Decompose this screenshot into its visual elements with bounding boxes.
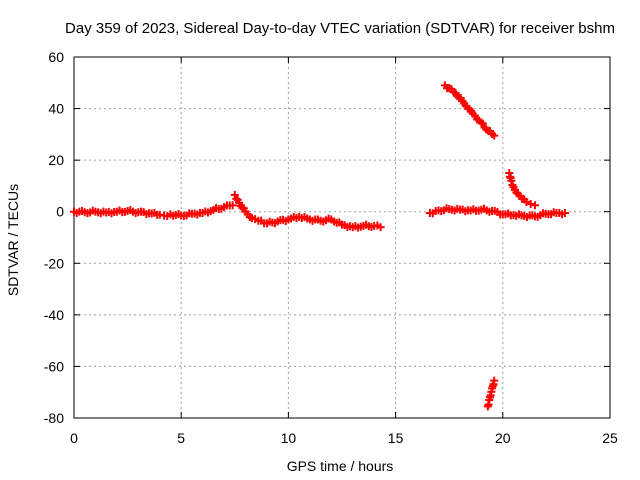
data-point	[490, 131, 499, 140]
plot-frame	[73, 56, 611, 419]
grid	[74, 57, 610, 418]
data-point	[478, 119, 487, 128]
y-axis-label: SDTVAR / TECUs	[5, 184, 21, 296]
y-tick-label: -20	[44, 255, 64, 271]
data-point	[560, 209, 569, 218]
data-point	[230, 190, 239, 199]
data-point	[507, 176, 516, 185]
x-axis-label: GPS time / hours	[287, 458, 394, 474]
y-tick-label: -40	[44, 307, 64, 323]
x-tick-label: 20	[495, 430, 511, 446]
x-tick-label: 15	[388, 430, 404, 446]
x-tick-label: 5	[177, 430, 185, 446]
x-tick-label: 10	[281, 430, 297, 446]
axis-ticks: 0 5 10 15 20 25 -80 -60 -40 -20 0 20 40 60	[44, 49, 618, 446]
x-tick-label: 25	[602, 430, 618, 446]
data-point	[526, 199, 535, 208]
y-tick-label: 40	[48, 101, 64, 117]
chart-title: Day 359 of 2023, Sidereal Day-to-day VTE…	[65, 20, 615, 37]
y-tick-label: -60	[44, 358, 64, 374]
y-tick-label: 0	[56, 204, 64, 220]
data-point	[490, 376, 499, 385]
y-tick-label: 20	[48, 152, 64, 168]
y-tick-label: 60	[48, 49, 64, 65]
y-tick-label: -80	[44, 410, 64, 426]
data-point	[522, 197, 531, 206]
data-point	[530, 201, 539, 210]
data-point	[376, 223, 385, 232]
data-point	[228, 201, 237, 210]
x-tick-label: 0	[70, 430, 78, 446]
data-points	[70, 81, 569, 411]
